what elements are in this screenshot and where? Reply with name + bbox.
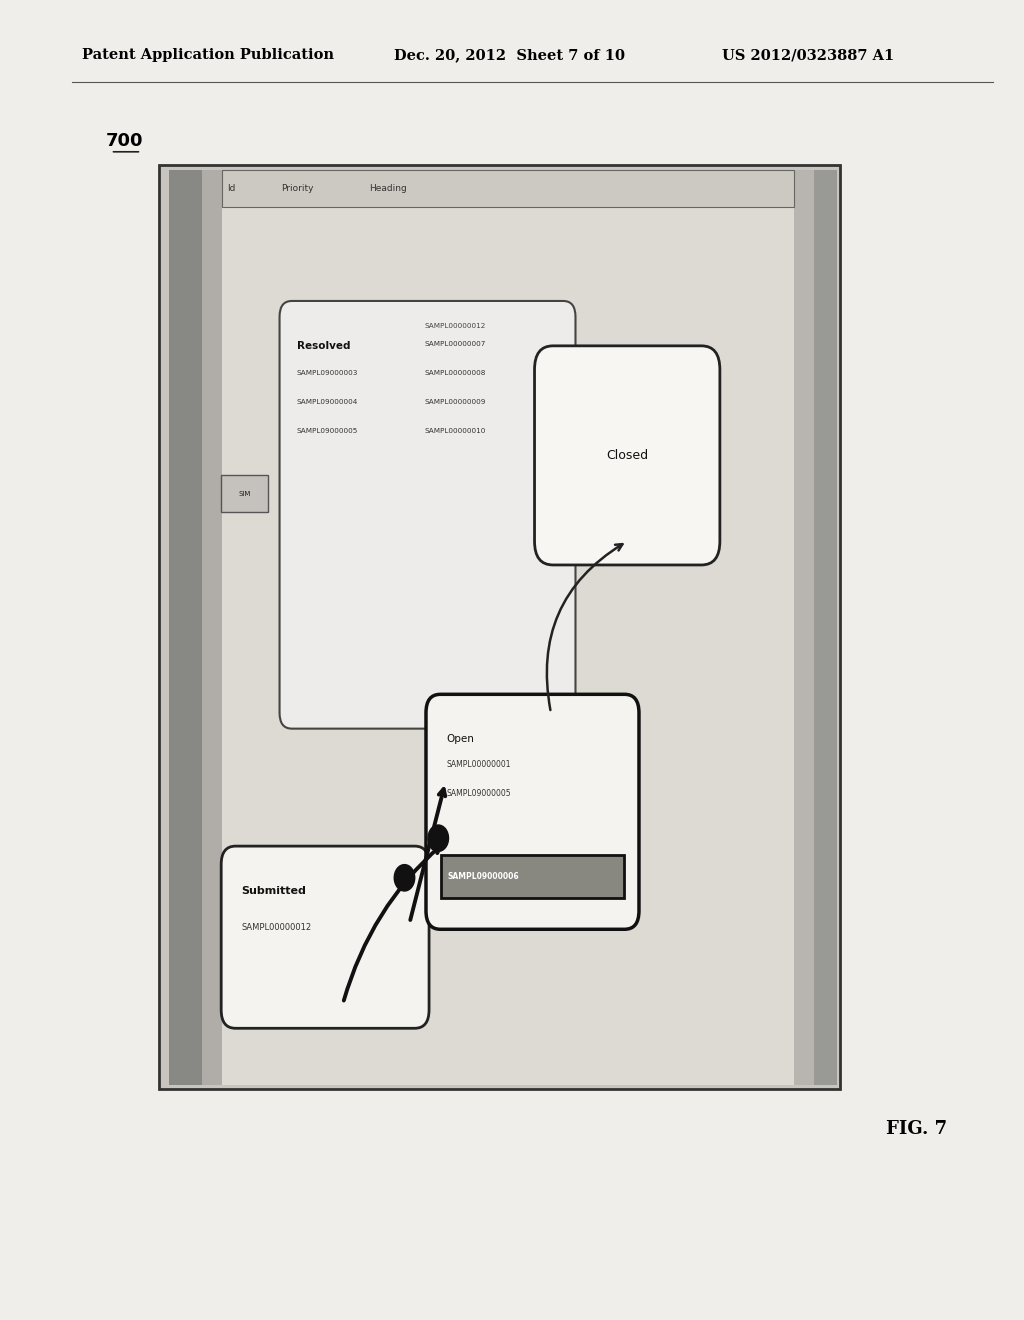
Text: Submitted: Submitted	[242, 886, 306, 896]
Text: SAMPL09000005: SAMPL09000005	[297, 428, 358, 434]
Text: SAMPL00000012: SAMPL00000012	[242, 923, 311, 932]
FancyBboxPatch shape	[426, 694, 639, 929]
Text: SIM: SIM	[239, 491, 251, 496]
Text: Resolved: Resolved	[297, 341, 350, 351]
Text: US 2012/0323887 A1: US 2012/0323887 A1	[722, 49, 894, 62]
Text: Heading: Heading	[369, 185, 407, 193]
Text: SAMPL00000001: SAMPL00000001	[446, 760, 511, 770]
FancyBboxPatch shape	[441, 855, 624, 898]
Text: SAMPL00000009: SAMPL00000009	[425, 399, 486, 405]
FancyBboxPatch shape	[280, 301, 575, 729]
Text: SAMPL09000006: SAMPL09000006	[447, 873, 519, 880]
Text: Dec. 20, 2012  Sheet 7 of 10: Dec. 20, 2012 Sheet 7 of 10	[394, 49, 626, 62]
Text: Open: Open	[446, 734, 474, 744]
Text: SAMPL00000007: SAMPL00000007	[425, 341, 486, 347]
Bar	[222, 170, 794, 1085]
Bar	[222, 170, 794, 207]
Text: SAMPL09000005: SAMPL09000005	[446, 789, 511, 799]
Text: Id: Id	[227, 185, 236, 193]
Text: 700: 700	[106, 132, 143, 150]
Text: Priority: Priority	[282, 185, 314, 193]
Text: Patent Application Publication: Patent Application Publication	[82, 49, 334, 62]
Text: FIG. 7: FIG. 7	[886, 1119, 947, 1138]
Bar	[814, 170, 837, 1085]
Bar	[169, 170, 202, 1085]
Text: SAMPL09000003: SAMPL09000003	[297, 370, 358, 376]
Text: SAMPL00000010: SAMPL00000010	[425, 428, 486, 434]
Text: SAMPL00000008: SAMPL00000008	[425, 370, 486, 376]
Text: SAMPL09000004: SAMPL09000004	[297, 399, 358, 405]
FancyBboxPatch shape	[221, 846, 429, 1028]
Text: SAMPL00000012: SAMPL00000012	[425, 323, 486, 330]
Circle shape	[428, 825, 449, 851]
FancyBboxPatch shape	[535, 346, 720, 565]
Text: Closed: Closed	[606, 449, 648, 462]
Bar	[159, 165, 840, 1089]
FancyBboxPatch shape	[221, 475, 268, 512]
Circle shape	[394, 865, 415, 891]
Bar	[202, 170, 222, 1085]
Bar	[794, 170, 814, 1085]
